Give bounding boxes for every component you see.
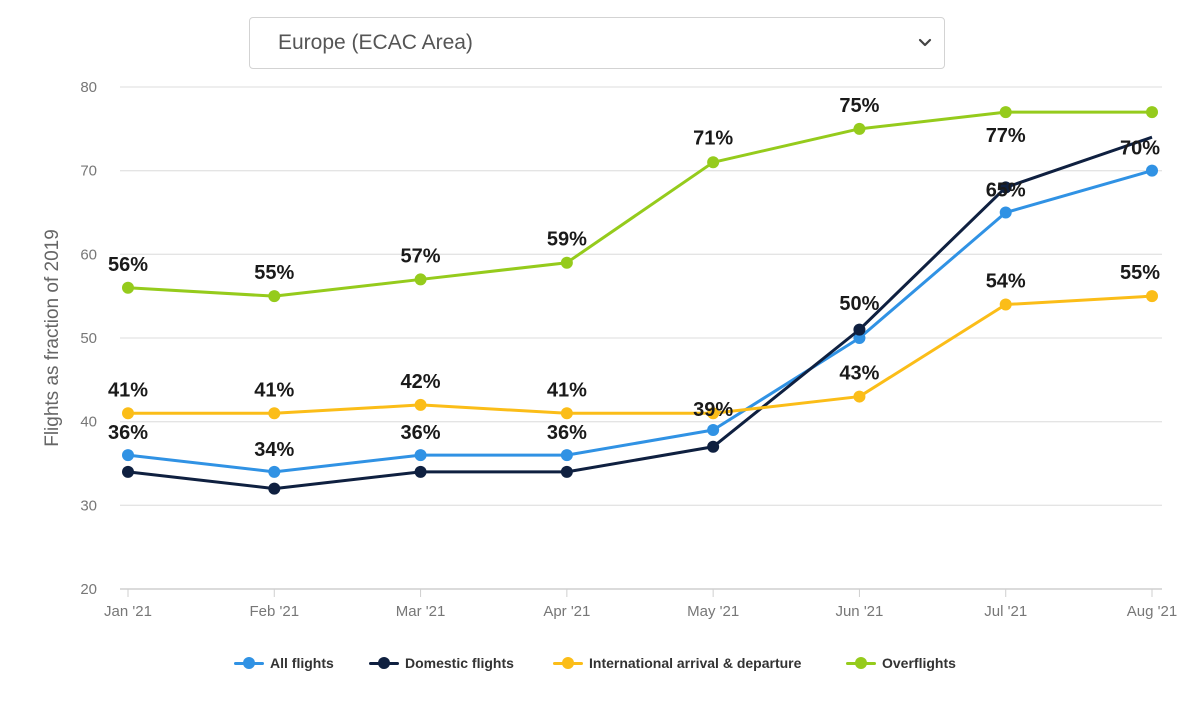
data-label: 57% [401, 245, 441, 267]
y-tick-label: 70 [80, 163, 97, 180]
x-tick-label: Jul '21 [984, 603, 1027, 620]
data-point [999, 298, 1012, 311]
legend-item-all-flights[interactable]: All flights [234, 655, 334, 671]
data-point [414, 273, 427, 286]
y-tick-label: 40 [80, 414, 97, 431]
x-tick-label: Jan '21 [104, 603, 152, 620]
data-label: 75% [839, 95, 879, 117]
legend-label: All flights [270, 655, 334, 671]
legend-marker-icon [846, 655, 876, 671]
data-label: 42% [401, 371, 441, 393]
chart-legend: All flights Domestic flights Internation… [0, 655, 1200, 677]
x-tick-label: May '21 [687, 603, 739, 620]
gridlines [120, 86, 1162, 590]
data-point [707, 407, 720, 420]
data-point [1146, 106, 1158, 119]
x-tick-label: Apr '21 [543, 603, 590, 620]
legend-item-overflights[interactable]: Overflights [846, 655, 956, 671]
y-tick-label: 80 [80, 79, 97, 96]
data-point [999, 181, 1012, 194]
data-point [122, 281, 134, 294]
region-select-value: Europe (ECAC Area) [278, 31, 473, 54]
data-label: 55% [254, 262, 294, 284]
y-tick-label: 50 [80, 330, 97, 347]
series-international-arrival-departure [122, 290, 1158, 420]
data-point [853, 390, 866, 403]
data-label: 43% [839, 363, 879, 385]
data-label: 50% [839, 293, 879, 315]
data-point [707, 424, 720, 437]
data-point [414, 398, 427, 411]
y-axis-ticks: 20 30 40 50 60 70 80 [80, 79, 97, 598]
data-point [560, 256, 573, 269]
data-point [414, 465, 427, 478]
data-label: 41% [254, 379, 294, 401]
data-label: 59% [547, 229, 587, 251]
chevron-down-icon [918, 38, 932, 47]
data-label: 34% [254, 439, 294, 461]
series-lines [122, 106, 1158, 495]
series-line [127, 135, 1153, 491]
data-point [853, 332, 866, 344]
series-line [128, 294, 1153, 415]
data-point [999, 206, 1012, 219]
data-point [560, 407, 573, 420]
data-point [1146, 164, 1158, 177]
data-label: 36% [401, 422, 441, 444]
data-point [122, 407, 134, 420]
data-point [853, 122, 866, 135]
series-overflights [122, 106, 1158, 303]
data-labels: 36% 34% 36% 36% 39% 50% 65% 70% 41% 41% 42% 41% 43% 5… [108, 95, 1160, 461]
series-line [127, 110, 1152, 298]
data-label: 54% [986, 271, 1026, 293]
data-label: 41% [547, 379, 587, 401]
series-line [127, 169, 1153, 474]
data-label: 36% [108, 422, 148, 444]
data-point [268, 482, 281, 495]
y-axis-title: Flights as fraction of 2019 [42, 229, 63, 447]
data-point [853, 323, 866, 336]
data-label: 71% [693, 127, 733, 149]
series-domestic-flights [122, 135, 1153, 495]
data-label: 56% [108, 254, 148, 276]
data-label: 77% [986, 125, 1026, 147]
data-point [268, 407, 281, 420]
x-tick-label: Aug '21 [1127, 603, 1177, 620]
y-tick-label: 60 [80, 246, 97, 263]
legend-item-domestic-flights[interactable]: Domestic flights [369, 655, 514, 671]
data-point [268, 290, 281, 303]
series-all-flights [122, 164, 1158, 478]
x-tick-label: Mar '21 [396, 603, 446, 620]
data-label: 36% [547, 422, 587, 444]
region-select-dropdown[interactable]: Europe (ECAC Area) [249, 17, 945, 69]
data-point [560, 465, 573, 478]
legend-marker-icon [234, 655, 264, 671]
legend-marker-icon [369, 655, 399, 671]
data-point [414, 449, 427, 462]
legend-label: Domestic flights [405, 655, 514, 671]
data-point [122, 465, 134, 478]
y-tick-label: 30 [80, 497, 97, 514]
legend-marker-icon [553, 655, 583, 671]
legend-item-international[interactable]: International arrival & departure [553, 655, 801, 671]
data-label: 70% [1120, 138, 1160, 160]
data-point [122, 449, 134, 462]
x-axis-ticks: Jan '21 Feb '21 Mar '21 Apr '21 May '21 Jun '… [104, 589, 1177, 620]
data-point [707, 156, 720, 169]
data-label: 39% [693, 399, 733, 421]
legend-label: Overflights [882, 655, 956, 671]
data-label: 55% [1120, 262, 1160, 284]
data-label: 41% [108, 379, 148, 401]
data-label: 65% [986, 180, 1026, 202]
data-point [999, 106, 1012, 119]
data-point [268, 465, 281, 478]
y-tick-label: 20 [80, 581, 97, 598]
data-point [1146, 290, 1158, 303]
data-point [560, 449, 573, 462]
legend-label: International arrival & departure [589, 655, 802, 671]
x-tick-label: Feb '21 [249, 603, 299, 620]
data-point [707, 440, 720, 453]
x-tick-label: Jun '21 [835, 603, 883, 620]
